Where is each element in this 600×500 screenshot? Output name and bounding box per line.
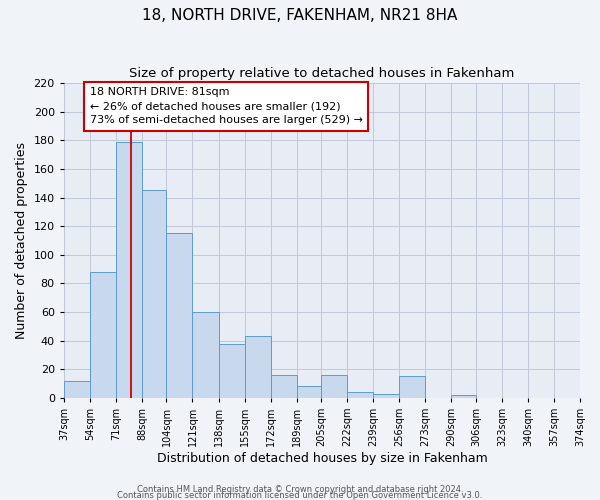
Bar: [193, 312, 218, 398]
Bar: [321, 375, 347, 398]
Bar: [64, 380, 90, 398]
Text: Contains public sector information licensed under the Open Government Licence v3: Contains public sector information licen…: [118, 490, 482, 500]
Bar: [166, 234, 193, 398]
Bar: [218, 344, 245, 398]
Bar: [271, 375, 296, 398]
Text: 18, NORTH DRIVE, FAKENHAM, NR21 8HA: 18, NORTH DRIVE, FAKENHAM, NR21 8HA: [142, 8, 458, 22]
Bar: [347, 392, 373, 398]
Bar: [373, 394, 399, 398]
Bar: [116, 142, 142, 398]
Bar: [296, 386, 321, 398]
Title: Size of property relative to detached houses in Fakenham: Size of property relative to detached ho…: [129, 68, 515, 80]
Bar: [245, 336, 271, 398]
X-axis label: Distribution of detached houses by size in Fakenham: Distribution of detached houses by size …: [157, 452, 487, 465]
Y-axis label: Number of detached properties: Number of detached properties: [15, 142, 28, 339]
Text: 18 NORTH DRIVE: 81sqm
← 26% of detached houses are smaller (192)
73% of semi-det: 18 NORTH DRIVE: 81sqm ← 26% of detached …: [90, 88, 363, 126]
Bar: [142, 190, 166, 398]
Bar: [451, 395, 476, 398]
Bar: [399, 376, 425, 398]
Text: Contains HM Land Registry data © Crown copyright and database right 2024.: Contains HM Land Registry data © Crown c…: [137, 484, 463, 494]
Bar: [90, 272, 116, 398]
